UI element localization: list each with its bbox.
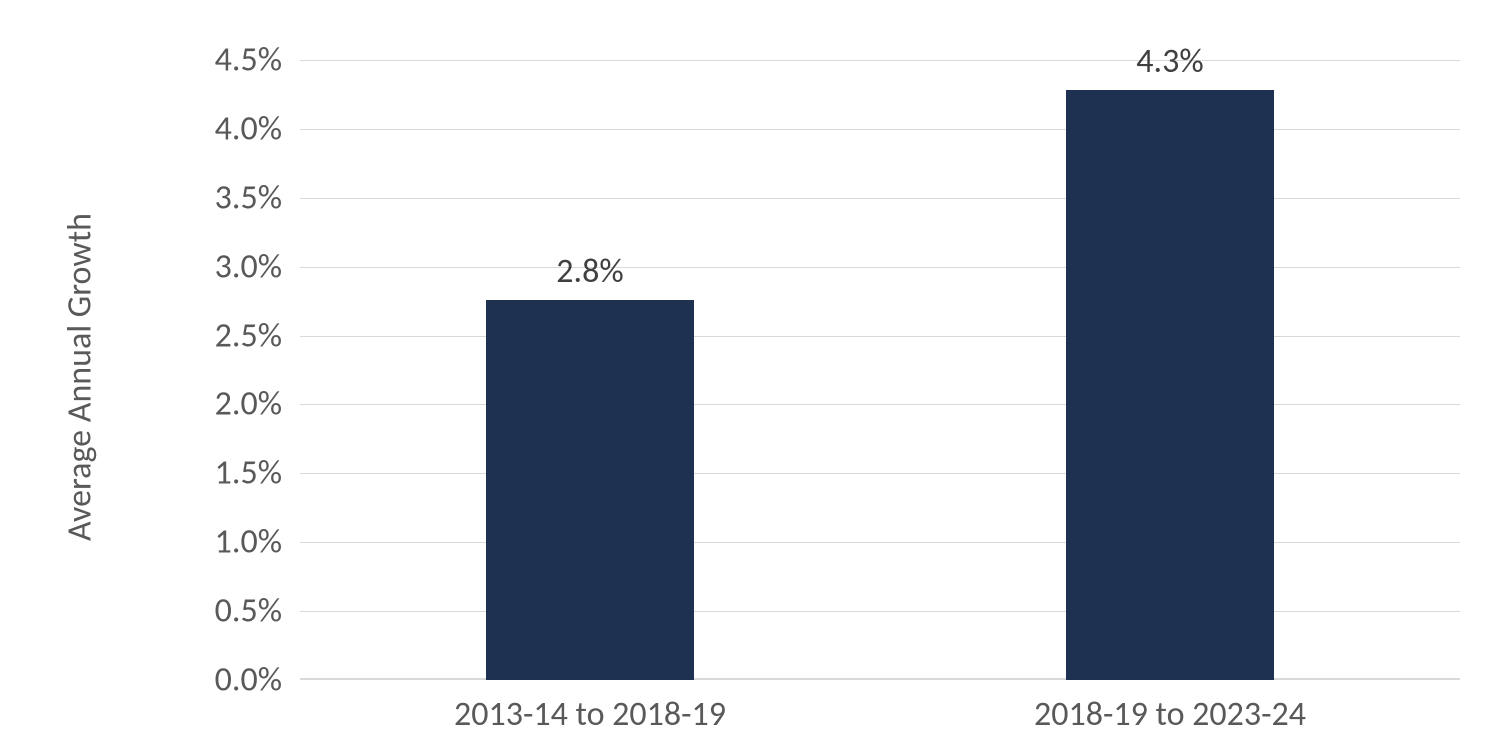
gridline bbox=[300, 336, 1460, 337]
bar: 2.8% bbox=[486, 300, 695, 680]
gridline bbox=[300, 198, 1460, 199]
bar-value-label: 2.8% bbox=[556, 251, 623, 300]
y-axis-title: Average Annual Growth bbox=[60, 213, 101, 541]
gridline bbox=[300, 542, 1460, 543]
y-tick-label: 0.0% bbox=[215, 660, 300, 701]
category-label: 2013-14 to 2018-19 bbox=[454, 680, 726, 735]
y-tick-label: 3.0% bbox=[215, 246, 300, 287]
gridline bbox=[300, 60, 1460, 61]
growth-bar-chart: Average Annual Growth 0.0%0.5%1.0%1.5%2.… bbox=[0, 0, 1500, 754]
y-tick-label: 1.0% bbox=[215, 522, 300, 563]
plot-area: 0.0%0.5%1.0%1.5%2.0%2.5%3.0%3.5%4.0%4.5%… bbox=[300, 60, 1460, 680]
bar-value-label: 4.3% bbox=[1136, 41, 1203, 90]
y-tick-label: 2.5% bbox=[215, 315, 300, 356]
gridline bbox=[300, 404, 1460, 405]
gridline bbox=[300, 473, 1460, 474]
gridline bbox=[300, 267, 1460, 268]
y-tick-label: 0.5% bbox=[215, 591, 300, 632]
gridline bbox=[300, 611, 1460, 612]
y-axis-title-wrap: Average Annual Growth bbox=[0, 0, 160, 754]
gridline bbox=[300, 129, 1460, 130]
category-label: 2018-19 to 2023-24 bbox=[1034, 680, 1306, 735]
y-tick-label: 4.5% bbox=[215, 40, 300, 81]
y-tick-label: 2.0% bbox=[215, 384, 300, 425]
y-tick-label: 4.0% bbox=[215, 108, 300, 149]
y-tick-label: 3.5% bbox=[215, 177, 300, 218]
bar: 4.3% bbox=[1066, 90, 1275, 680]
y-tick-label: 1.5% bbox=[215, 453, 300, 494]
